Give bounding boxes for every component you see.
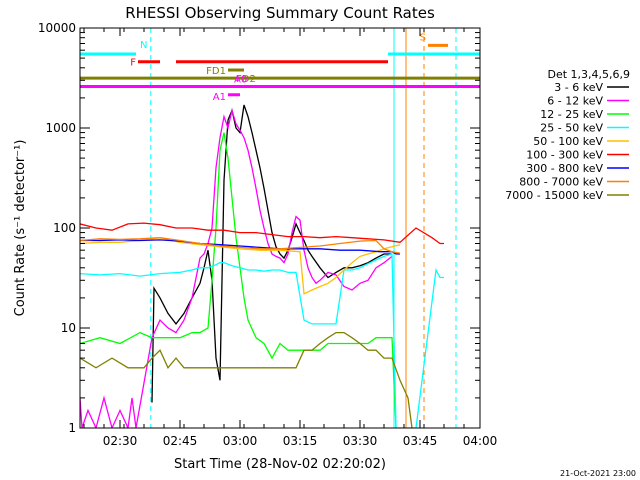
y-tick-label: 1000	[45, 121, 76, 135]
chart-title: RHESSI Observing Summary Count Rates	[125, 4, 435, 22]
flag-label-S: S	[420, 32, 426, 43]
legend-label-1: 6 - 12 keV	[547, 95, 603, 108]
flag-label-A1: A1	[213, 92, 226, 103]
x-tick-label: 04:00	[463, 434, 498, 448]
legend-title: Det 1,3,4,5,6,9	[547, 68, 630, 81]
y-tick-label: 1	[68, 421, 76, 435]
x-tick-label: 03:15	[283, 434, 318, 448]
flag-label-FD2: FD2	[236, 74, 256, 85]
footer-date: 21-Oct-2021 23:00	[560, 469, 636, 478]
y-tick-label: 100	[53, 221, 76, 235]
x-tick-label: 03:45	[403, 434, 438, 448]
legend-label-8: 7000 - 15000 keV	[505, 189, 603, 202]
y-axis-label: Count Rate (s⁻¹ detector⁻¹)	[13, 140, 28, 317]
legend-label-7: 800 - 7000 keV	[519, 176, 603, 189]
series-line-1	[80, 107, 393, 428]
series-line-7	[80, 237, 401, 254]
x-axis-label: Start Time (28-Nov-02 02:20:02)	[174, 457, 386, 472]
series-line-6	[80, 239, 400, 255]
x-tick-label: 02:30	[103, 434, 138, 448]
flag-label-FD1: FD1	[206, 66, 226, 77]
legend-label-3: 25 - 50 keV	[540, 122, 603, 135]
legend-label-0: 3 - 6 keV	[554, 81, 603, 94]
legend-label-2: 12 - 25 keV	[540, 108, 603, 121]
y-tick-label: 10	[61, 321, 76, 335]
flag-label-N: N	[140, 40, 147, 51]
x-tick-label: 02:45	[163, 434, 198, 448]
legend-label-4: 50 - 100 keV	[533, 135, 603, 148]
series-line-3	[80, 253, 444, 428]
series-line-8	[80, 331, 413, 428]
y-tick-label: 10000	[38, 21, 76, 35]
flag-label-A0: A0	[234, 75, 247, 86]
series-line-2	[80, 132, 397, 428]
legend-label-5: 100 - 300 keV	[526, 149, 603, 162]
series-line-0	[151, 104, 392, 403]
x-tick-label: 03:30	[343, 434, 378, 448]
x-tick-label: 03:00	[223, 434, 258, 448]
flag-label-F: F	[130, 58, 136, 69]
legend-label-6: 300 - 800 keV	[526, 162, 603, 175]
series-line-5	[80, 222, 444, 245]
